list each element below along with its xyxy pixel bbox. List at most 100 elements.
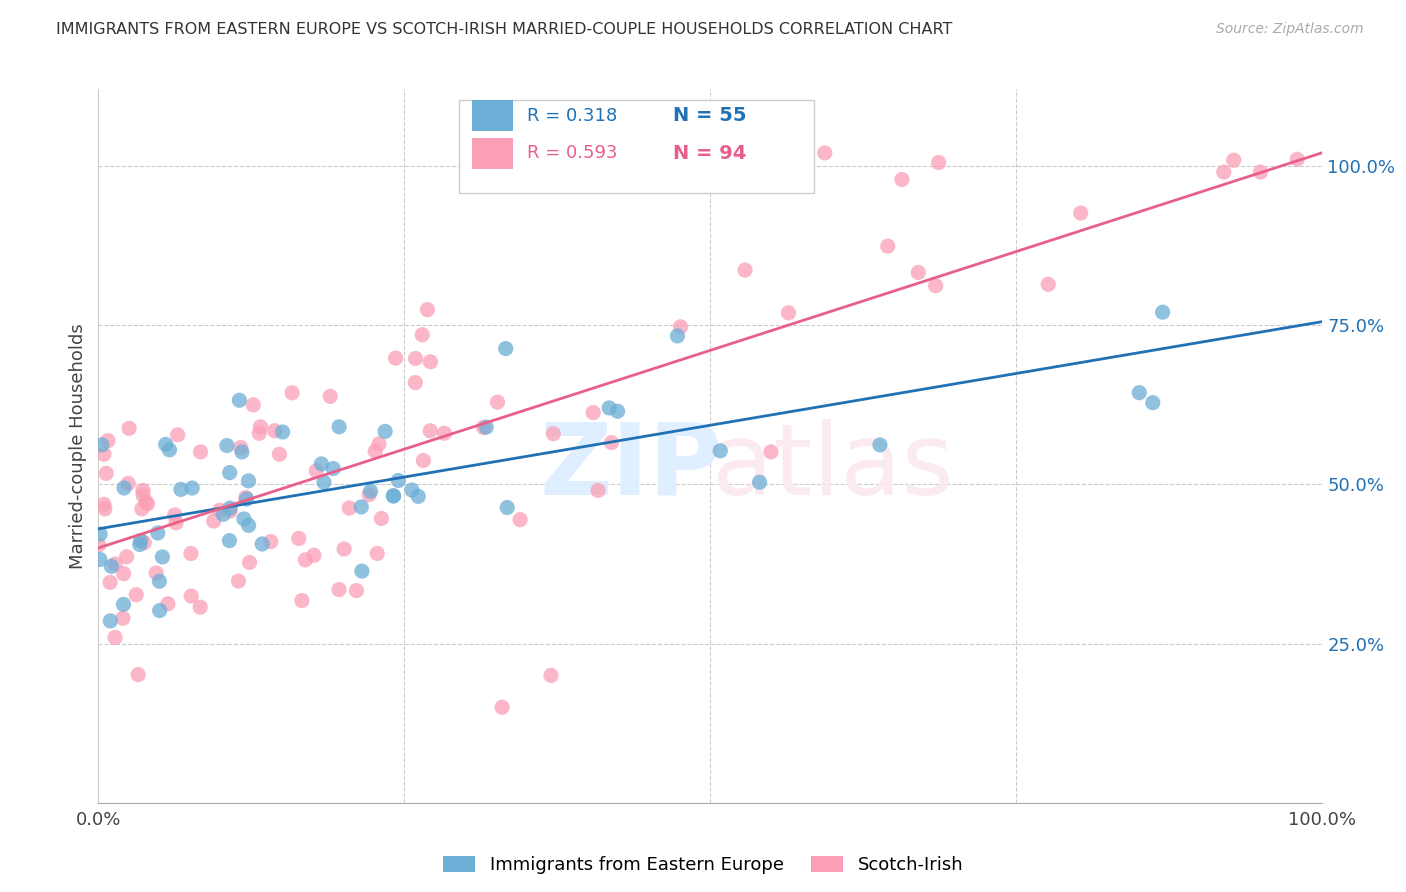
Point: [540, 668, 562, 682]
Point: [405, 351, 427, 366]
Text: Source: ZipAtlas.com: Source: ZipAtlas.com: [1216, 22, 1364, 37]
Point: [1128, 385, 1150, 400]
Point: [666, 329, 689, 343]
Point: [98, 575, 121, 590]
Point: [165, 516, 187, 530]
Point: [734, 263, 756, 277]
Point: [869, 438, 891, 452]
Point: [709, 443, 731, 458]
Point: [98, 614, 121, 628]
Point: [350, 500, 373, 514]
Point: [112, 598, 135, 612]
Point: [238, 518, 260, 533]
Point: [387, 474, 409, 488]
Point: [294, 553, 316, 567]
Point: [924, 278, 946, 293]
Point: [1152, 305, 1174, 319]
Point: [156, 597, 179, 611]
Point: [118, 421, 141, 435]
Point: [202, 514, 225, 528]
Point: [134, 535, 156, 549]
Point: [778, 306, 800, 320]
Text: N = 55: N = 55: [673, 106, 747, 125]
Point: [281, 385, 304, 400]
Point: [170, 483, 193, 497]
Point: [346, 583, 368, 598]
Point: [249, 419, 271, 434]
Point: [433, 426, 456, 441]
Point: [302, 549, 325, 563]
Point: [411, 327, 433, 342]
Legend: Immigrants from Eastern Europe, Scotch-Irish: Immigrants from Eastern Europe, Scotch-I…: [443, 855, 963, 874]
Point: [509, 513, 531, 527]
Point: [239, 556, 262, 570]
Point: [337, 501, 360, 516]
Point: [215, 439, 238, 453]
Point: [876, 239, 898, 253]
Point: [96, 467, 118, 481]
Point: [305, 464, 328, 478]
Point: [149, 603, 172, 617]
Point: [125, 588, 148, 602]
Point: [475, 420, 498, 434]
Point: [127, 667, 149, 681]
Point: [94, 502, 117, 516]
Point: [104, 631, 127, 645]
Point: [600, 435, 623, 450]
Point: [419, 355, 441, 369]
Point: [228, 393, 250, 408]
Point: [132, 483, 155, 498]
Point: [495, 342, 517, 356]
Point: [748, 475, 770, 490]
Point: [263, 424, 285, 438]
Point: [131, 502, 153, 516]
Point: [135, 495, 157, 509]
Point: [406, 489, 429, 503]
FancyBboxPatch shape: [471, 100, 513, 131]
Point: [117, 476, 139, 491]
Point: [212, 508, 235, 522]
Point: [155, 437, 177, 451]
Point: [104, 557, 127, 571]
Point: [412, 453, 434, 467]
Point: [229, 441, 252, 455]
Point: [374, 425, 396, 439]
Point: [180, 546, 202, 560]
Point: [159, 442, 181, 457]
Point: [360, 484, 382, 499]
Point: [928, 155, 950, 169]
Point: [148, 574, 170, 589]
Point: [486, 395, 509, 409]
Point: [260, 534, 283, 549]
Point: [181, 481, 204, 495]
Point: [312, 475, 335, 490]
Point: [359, 488, 381, 502]
Point: [93, 497, 115, 511]
Y-axis label: Married-couple Households: Married-couple Households: [69, 323, 87, 569]
Point: [1070, 206, 1092, 220]
Point: [180, 589, 202, 603]
Point: [384, 351, 406, 365]
Point: [328, 419, 350, 434]
Point: [247, 426, 270, 441]
Point: [132, 488, 155, 502]
Point: [491, 700, 513, 714]
Point: [322, 461, 344, 475]
Point: [1286, 153, 1309, 167]
Point: [111, 611, 134, 625]
Point: [382, 489, 405, 503]
Point: [368, 437, 391, 451]
Point: [129, 533, 152, 548]
Point: [319, 389, 342, 403]
FancyBboxPatch shape: [460, 100, 814, 193]
Point: [543, 426, 565, 441]
Point: [218, 533, 240, 548]
Point: [242, 398, 264, 412]
Point: [232, 512, 254, 526]
Point: [350, 564, 373, 578]
Point: [401, 483, 423, 497]
Point: [90, 438, 112, 452]
Point: [152, 549, 174, 564]
Point: [235, 491, 257, 505]
Point: [219, 501, 242, 516]
